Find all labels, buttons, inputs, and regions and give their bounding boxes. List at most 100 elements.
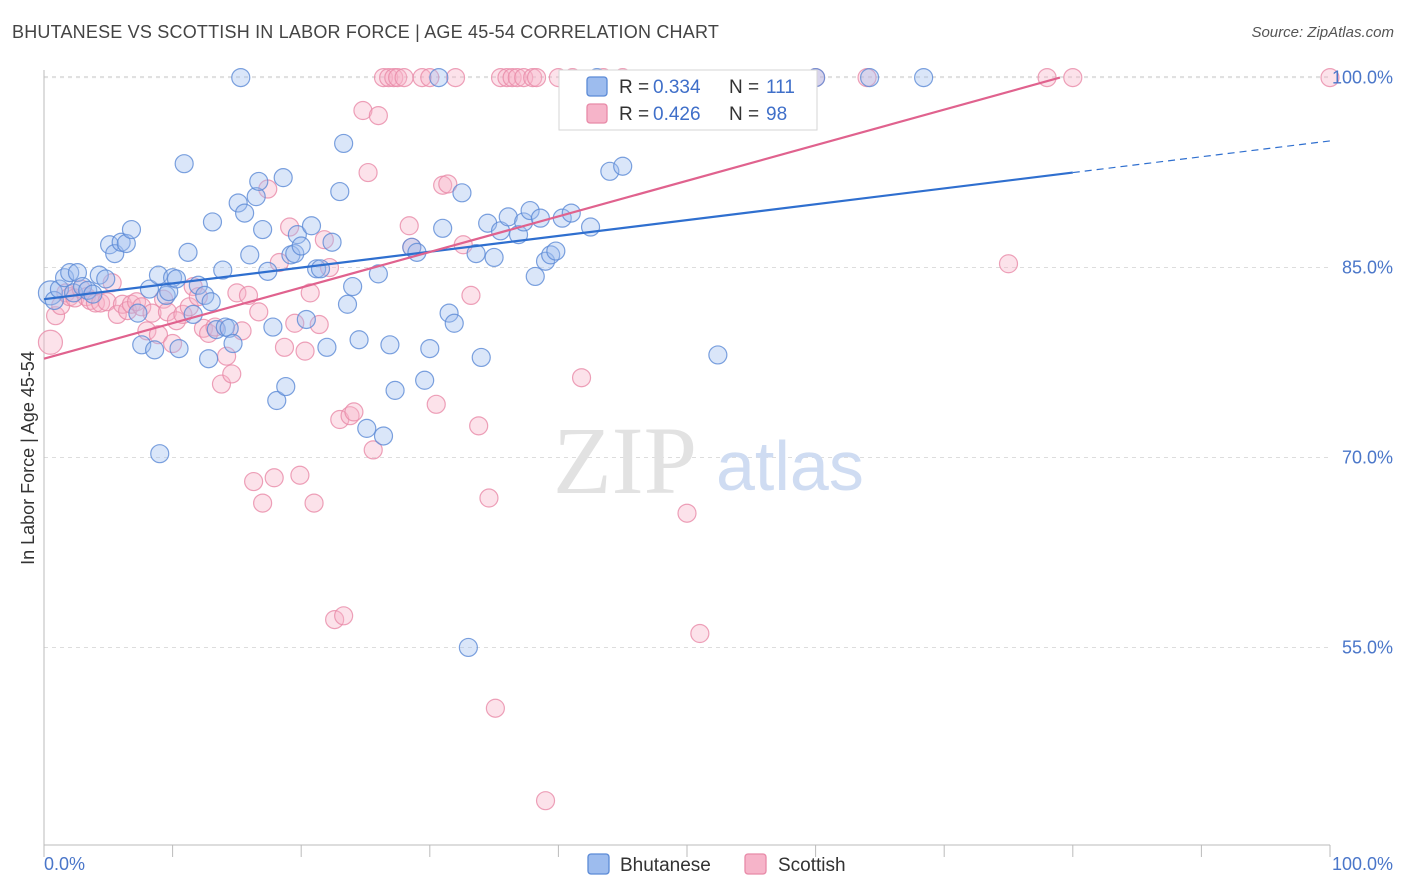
scottish-point bbox=[37, 329, 64, 355]
scottish-point bbox=[358, 162, 378, 183]
scottish-point bbox=[507, 67, 527, 88]
trend-line-scottish bbox=[43, 76, 1061, 360]
scottish-point bbox=[690, 623, 710, 644]
chart-title: BHUTANESE VS SCOTTISH IN LABOR FORCE | A… bbox=[12, 22, 720, 42]
scottish-point bbox=[253, 493, 273, 513]
bhutanese-point bbox=[121, 219, 142, 240]
scottish-point bbox=[304, 493, 324, 513]
bottom-legend-label-bhutanese: Bhutanese bbox=[620, 855, 711, 876]
scottish-point bbox=[163, 333, 183, 354]
bhutanese-point bbox=[99, 235, 120, 255]
series-scottish-points bbox=[37, 67, 1340, 811]
scottish-point bbox=[285, 313, 305, 333]
correlation-legend: R = 0.334 N = 111 R = 0.426 N = 98 bbox=[558, 69, 818, 131]
bottom-legend-swatch-scottish bbox=[744, 853, 767, 875]
y-tick-label: 85.0% bbox=[1342, 258, 1393, 278]
scottish-point bbox=[148, 325, 169, 345]
bhutanese-point bbox=[452, 183, 472, 203]
bhutanese-point bbox=[330, 181, 350, 202]
scottish-point bbox=[388, 67, 408, 88]
bhutanese-point bbox=[166, 269, 187, 289]
watermark: ZIP atlas bbox=[553, 407, 864, 514]
bhutanese-point bbox=[132, 335, 152, 355]
scottish-point bbox=[502, 67, 522, 88]
scottish-point bbox=[188, 287, 208, 307]
bhutanese-point bbox=[128, 303, 148, 323]
bhutanese-point bbox=[498, 207, 518, 227]
bhutanese-point bbox=[96, 269, 116, 289]
bhutanese-point bbox=[178, 242, 198, 262]
bhutanese-point bbox=[183, 304, 203, 325]
bhutanese-point bbox=[213, 260, 233, 280]
bhutanese-point bbox=[267, 390, 287, 411]
bhutanese-point bbox=[458, 637, 478, 658]
bhutanese-point bbox=[44, 290, 64, 311]
y-axis-label: In Labor Force | Age 45-54 bbox=[18, 351, 38, 565]
bhutanese-point bbox=[169, 338, 189, 359]
x-tick-label-max: 100.0% bbox=[1332, 854, 1393, 874]
legend-r-value-scottish: 0.426 bbox=[653, 104, 701, 125]
legend-swatch-scottish bbox=[586, 103, 608, 124]
scottish-point bbox=[497, 67, 517, 88]
scottish-point bbox=[290, 465, 310, 485]
bhutanese-point bbox=[263, 317, 283, 337]
bhutanese-point bbox=[343, 276, 363, 297]
scottish-point bbox=[535, 791, 556, 811]
scottish-point bbox=[353, 100, 373, 121]
scottish-point bbox=[300, 283, 320, 303]
bhutanese-point bbox=[535, 251, 556, 271]
scottish-point bbox=[227, 283, 247, 303]
legend-n-value-bhutanese: 111 bbox=[766, 77, 795, 98]
scottish-point bbox=[107, 304, 127, 325]
bhutanese-point bbox=[357, 418, 377, 438]
bhutanese-point bbox=[373, 426, 394, 446]
bhutanese-point bbox=[231, 67, 251, 88]
scottish-point bbox=[309, 314, 329, 335]
bhutanese-point bbox=[285, 244, 305, 264]
x-tick-label-min: 0.0% bbox=[44, 854, 85, 874]
bhutanese-point bbox=[415, 370, 435, 390]
bhutanese-point bbox=[276, 376, 296, 397]
bhutanese-point bbox=[600, 161, 620, 181]
scottish-point bbox=[526, 67, 547, 88]
scottish-point bbox=[426, 394, 446, 414]
bhutanese-point bbox=[525, 266, 545, 287]
gridlines bbox=[44, 76, 1330, 648]
scottish-point bbox=[340, 406, 360, 426]
bhutanese-point bbox=[520, 200, 540, 221]
bhutanese-point bbox=[174, 154, 194, 174]
bhutanese-point bbox=[508, 225, 529, 245]
trend-line-bhutanese-extension bbox=[1072, 140, 1331, 174]
legend-r-label-scottish: R = bbox=[619, 104, 649, 125]
bhutanese-point bbox=[380, 335, 400, 355]
legend-swatch-bhutanese bbox=[586, 76, 608, 97]
trend-lines bbox=[43, 76, 1331, 360]
bottom-legend-swatch-bhutanese bbox=[587, 853, 610, 875]
bhutanese-point bbox=[429, 67, 449, 88]
scottish-point bbox=[142, 303, 162, 323]
scottish-point bbox=[461, 285, 481, 306]
bhutanese-point bbox=[433, 218, 453, 238]
scottish-point bbox=[445, 67, 466, 88]
scottish-point bbox=[249, 302, 269, 322]
legend-n-label-bhutanese: N = bbox=[729, 77, 759, 98]
bhutanese-point bbox=[199, 349, 219, 369]
bhutanese-point bbox=[541, 245, 561, 265]
bhutanese-point bbox=[439, 303, 459, 323]
scottish-point bbox=[399, 216, 419, 236]
bhutanese-point bbox=[310, 259, 331, 279]
scottish-point bbox=[1320, 67, 1340, 88]
bhutanese-point bbox=[291, 236, 311, 256]
bhutanese-point bbox=[201, 292, 221, 312]
scottish-point bbox=[295, 341, 315, 361]
legend-r-label-bhutanese: R = bbox=[619, 77, 649, 98]
scottish-point bbox=[373, 67, 394, 88]
bhutanese-point bbox=[301, 216, 322, 236]
bhutanese-point bbox=[150, 444, 170, 464]
scottish-point bbox=[368, 105, 388, 126]
bhutanese-point bbox=[337, 294, 358, 314]
legend-n-value-scottish: 98 bbox=[766, 104, 787, 125]
scottish-point bbox=[334, 606, 354, 626]
bhutanese-point bbox=[202, 212, 223, 232]
